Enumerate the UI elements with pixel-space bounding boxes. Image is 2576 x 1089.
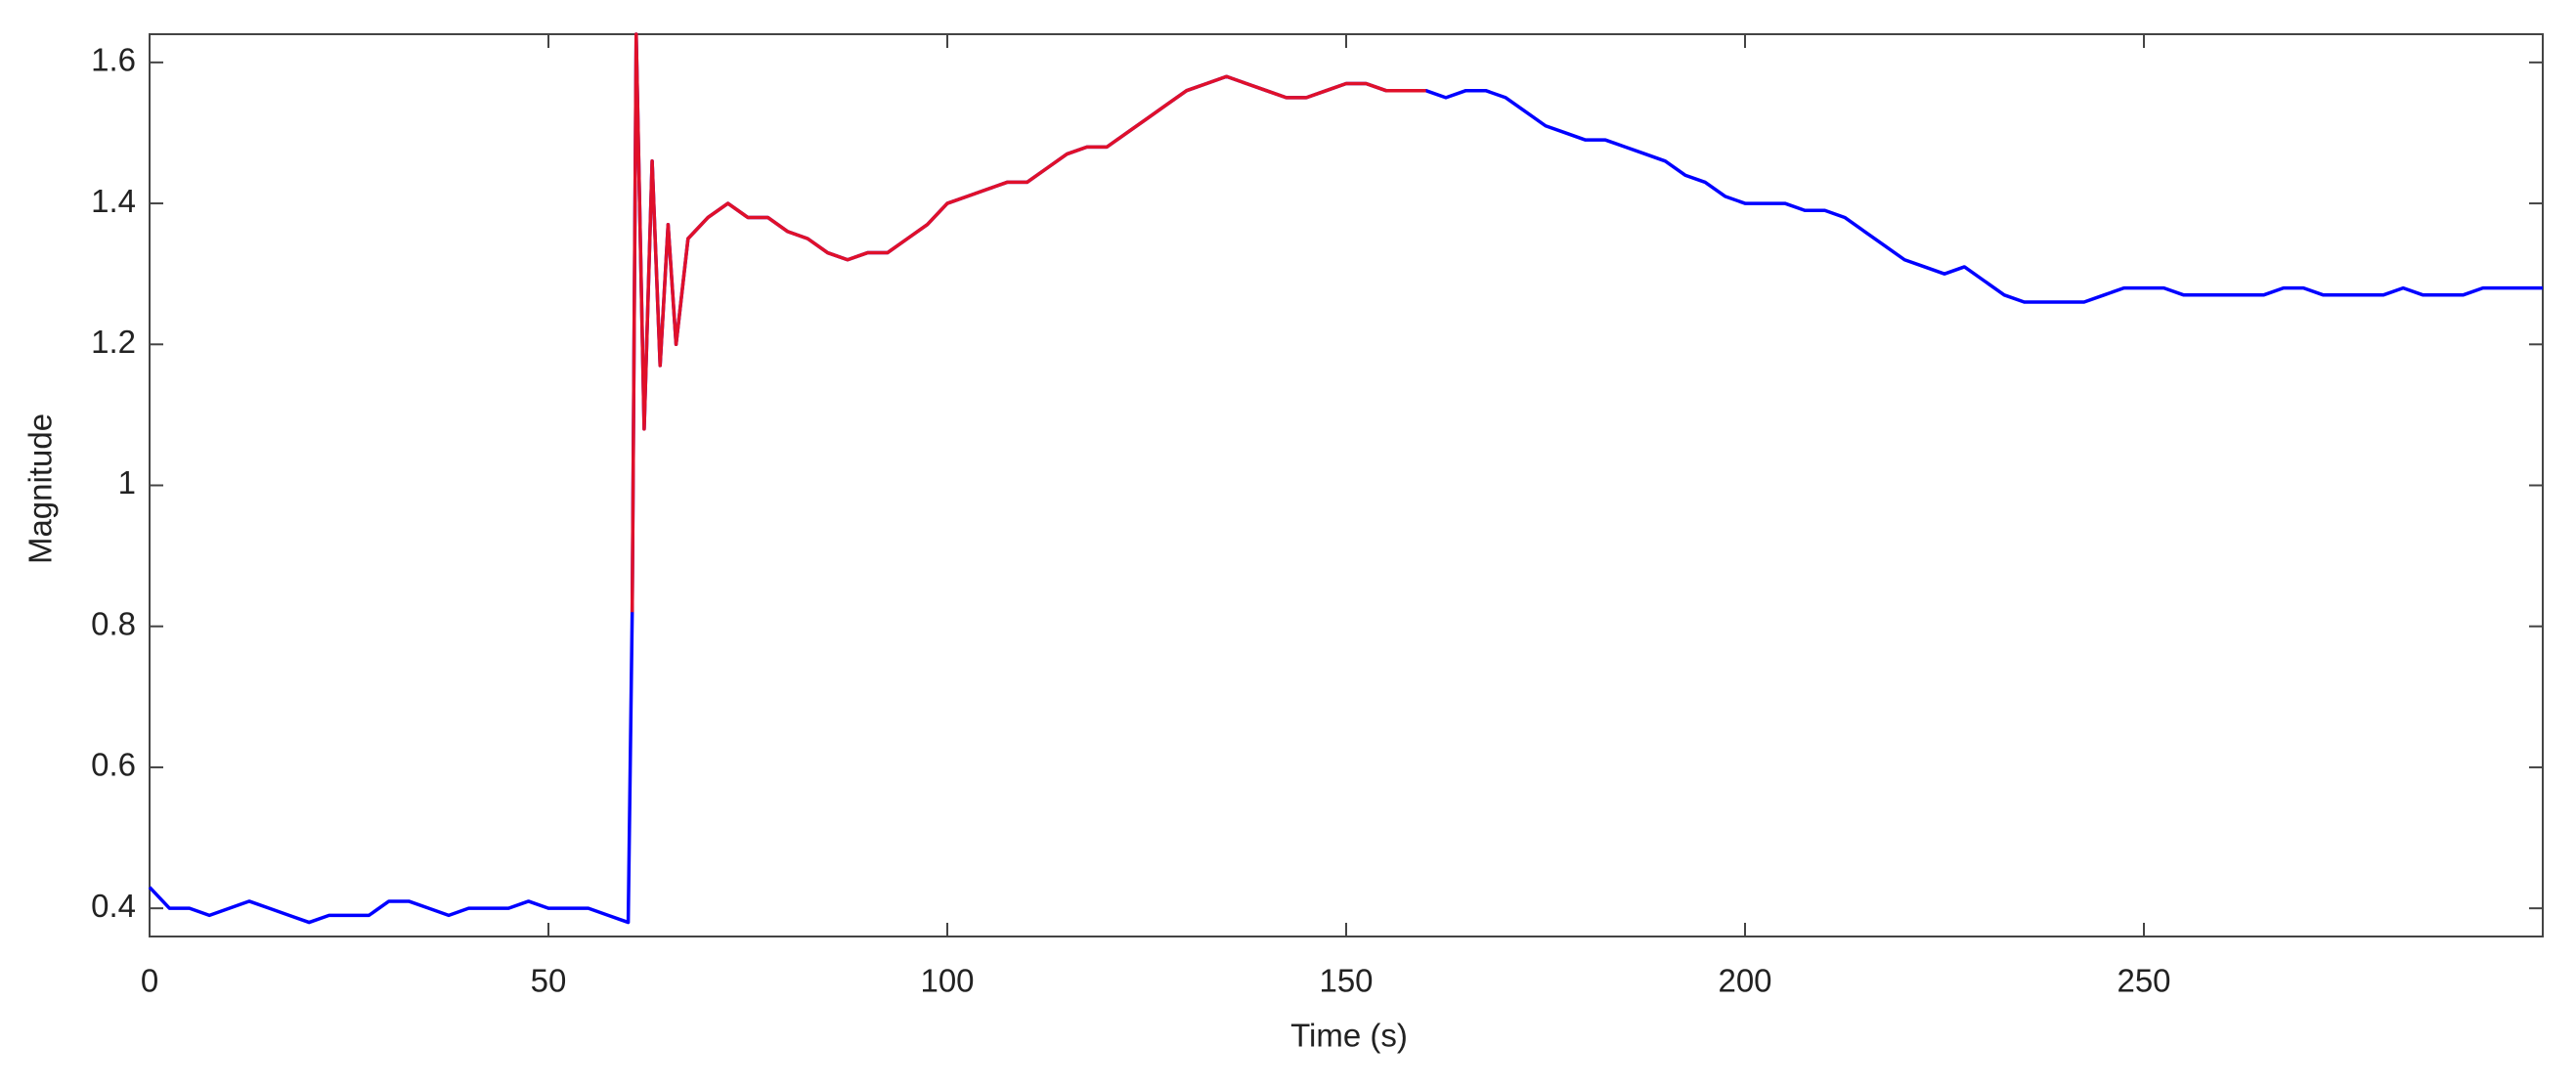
x-tick-label: 100 (920, 963, 974, 999)
x-tick-label: 150 (1319, 963, 1373, 999)
x-axis-label: Time (s) (1290, 1018, 1408, 1054)
plot-frame (149, 33, 2544, 937)
x-tick-label: 200 (1718, 963, 1771, 999)
y-tick-label: 0.8 (91, 605, 136, 641)
y-tick-label: 1.4 (91, 183, 136, 219)
y-tick-label: 1 (118, 464, 136, 501)
y-tick-label: 1.6 (91, 42, 136, 78)
x-tick-label: 250 (2117, 963, 2170, 999)
y-tick-label: 0.4 (91, 888, 136, 924)
y-tick-label: 0.6 (91, 747, 136, 783)
y-axis-label: Magnitude (22, 414, 59, 564)
y-tick-label: 1.2 (91, 324, 136, 360)
x-tick-label: 50 (531, 963, 567, 999)
line-series (630, 32, 1426, 613)
x-tick-label: 0 (141, 963, 158, 999)
